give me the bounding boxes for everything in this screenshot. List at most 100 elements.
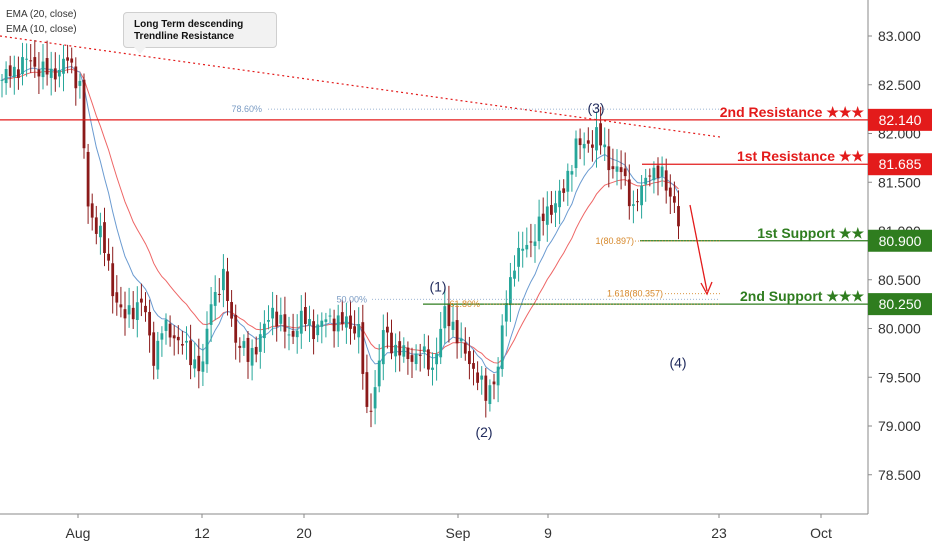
candle-body [357, 323, 361, 338]
candle-body [381, 330, 385, 365]
time-tick-label: 20 [296, 525, 312, 541]
candle-body [607, 146, 611, 171]
candle-body [119, 304, 123, 308]
descending-trendline[interactable] [0, 35, 721, 138]
projection-arrow [689, 204, 708, 292]
price-tick-label: 79.500 [878, 369, 921, 385]
candle-body [673, 196, 676, 203]
legend-ema20[interactable]: EMA (20, close) [6, 9, 77, 20]
candle-body [636, 201, 639, 203]
candle-body [41, 61, 45, 78]
candle-body [152, 332, 156, 366]
candle-body [447, 303, 451, 327]
candle-body [45, 58, 49, 75]
candle-body [144, 305, 147, 313]
level-price-value: 80.250 [879, 296, 922, 312]
candle-body [234, 314, 238, 343]
candle-body [390, 332, 393, 354]
candle-body [554, 203, 557, 213]
candle-body [582, 143, 586, 149]
candle-body [205, 328, 209, 365]
level-price-box [868, 153, 932, 176]
candle-body [316, 324, 320, 336]
price-tick-label: 83.000 [878, 28, 921, 44]
candle-body [455, 320, 459, 344]
level-price-box [868, 108, 932, 131]
level-label: 1st Support ★★ [757, 225, 864, 241]
candle-body [111, 263, 115, 297]
candle-body [595, 127, 598, 151]
candle-body [250, 347, 254, 366]
candle-body [78, 80, 82, 86]
time-tick-label: 9 [544, 525, 552, 541]
candle-body [578, 138, 582, 146]
candle-body [443, 306, 447, 329]
candle-body [283, 314, 287, 332]
candle-body [611, 166, 615, 170]
candle-body [4, 69, 8, 84]
candle-body [468, 351, 471, 365]
candle-body [558, 190, 561, 208]
wave-label: (2) [475, 424, 492, 440]
candle-body [226, 271, 229, 302]
candle-body [99, 225, 102, 238]
candle-body [513, 270, 516, 279]
candle-body [74, 66, 78, 89]
candle-body [222, 268, 225, 291]
candle-body [254, 346, 258, 355]
candle-body [0, 79, 4, 81]
candle-body [509, 277, 512, 306]
time-tick-label: 23 [711, 525, 727, 541]
candle-body [541, 213, 545, 222]
candle-body [500, 325, 504, 370]
candle-body [312, 321, 315, 340]
candle-body [94, 217, 98, 234]
candle-body [230, 302, 233, 319]
candle-body [521, 248, 525, 251]
candle-body [185, 340, 188, 343]
level-label: 2nd Resistance ★★★ [720, 104, 865, 120]
candle-body [353, 326, 356, 334]
candle-body [62, 58, 65, 74]
candle-body [189, 340, 192, 366]
candle-body [660, 166, 664, 177]
candle-body [242, 341, 246, 348]
wave-label: (3) [587, 100, 604, 116]
candle-body [422, 346, 426, 353]
candle-body [29, 60, 33, 62]
candle-body [361, 322, 365, 374]
candle-body [492, 381, 496, 385]
candle-body [263, 323, 266, 339]
trendline-callout[interactable]: Long Term descending Trendline Resistanc… [123, 12, 277, 54]
candle-body [632, 204, 635, 206]
callout-line-1: Long Term descending [134, 19, 244, 30]
fib-label: 50.00% [336, 294, 367, 304]
candle-body [648, 175, 652, 177]
candle-body [201, 361, 205, 372]
level-price-value: 82.140 [879, 112, 922, 128]
candle-body [439, 328, 443, 358]
candle-body [488, 385, 492, 405]
candle-body [332, 318, 336, 332]
candle-body [373, 387, 377, 409]
price-tick-label: 80.000 [878, 321, 921, 337]
ema20-line[interactable] [1, 68, 679, 364]
level-label: 2nd Support ★★★ [740, 288, 864, 304]
legend-ema10[interactable]: EMA (10, close) [6, 24, 77, 35]
candle-body [480, 375, 484, 380]
candle-body [566, 170, 570, 192]
candle-body [517, 247, 520, 267]
candle-body [619, 167, 623, 173]
candle-body [656, 165, 660, 178]
candle-body [140, 298, 143, 303]
ema10-line[interactable] [1, 65, 679, 374]
candle-body [435, 353, 438, 365]
price-tick-label: 79.000 [878, 418, 921, 434]
candle-body [279, 314, 283, 324]
candle-body [476, 372, 479, 383]
candle-body [135, 302, 139, 320]
candle-body [431, 367, 434, 370]
candle-body [451, 321, 455, 330]
